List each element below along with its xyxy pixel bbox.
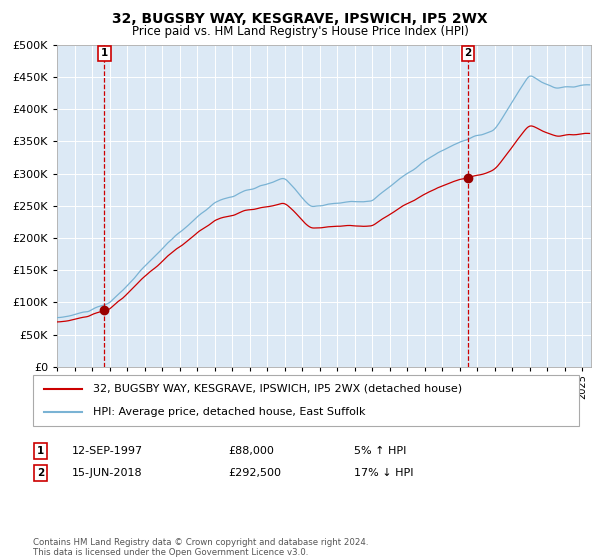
- Text: £292,500: £292,500: [228, 468, 281, 478]
- Text: 1: 1: [101, 48, 108, 58]
- Text: 17% ↓ HPI: 17% ↓ HPI: [354, 468, 413, 478]
- Text: Contains HM Land Registry data © Crown copyright and database right 2024.
This d: Contains HM Land Registry data © Crown c…: [33, 538, 368, 557]
- Text: 32, BUGSBY WAY, KESGRAVE, IPSWICH, IP5 2WX: 32, BUGSBY WAY, KESGRAVE, IPSWICH, IP5 2…: [112, 12, 488, 26]
- Text: Price paid vs. HM Land Registry's House Price Index (HPI): Price paid vs. HM Land Registry's House …: [131, 25, 469, 38]
- Text: 32, BUGSBY WAY, KESGRAVE, IPSWICH, IP5 2WX (detached house): 32, BUGSBY WAY, KESGRAVE, IPSWICH, IP5 2…: [93, 384, 462, 394]
- Text: HPI: Average price, detached house, East Suffolk: HPI: Average price, detached house, East…: [93, 407, 365, 417]
- Text: £88,000: £88,000: [228, 446, 274, 456]
- Text: 2: 2: [464, 48, 472, 58]
- Text: 12-SEP-1997: 12-SEP-1997: [72, 446, 143, 456]
- Text: 15-JUN-2018: 15-JUN-2018: [72, 468, 143, 478]
- Text: 5% ↑ HPI: 5% ↑ HPI: [354, 446, 406, 456]
- Text: 1: 1: [37, 446, 44, 456]
- FancyBboxPatch shape: [33, 375, 579, 426]
- Text: 2: 2: [37, 468, 44, 478]
